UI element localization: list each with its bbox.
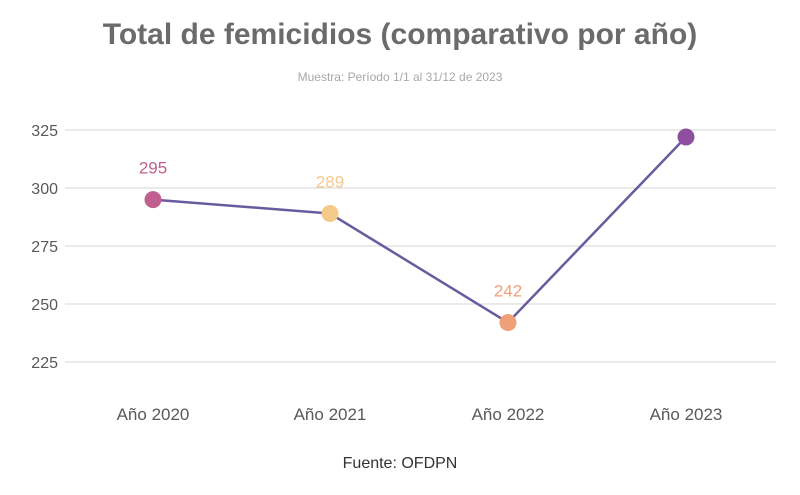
data-label: 242	[494, 282, 522, 301]
x-category-label: Año 2021	[294, 405, 367, 424]
data-label: 289	[316, 173, 344, 192]
data-point	[144, 191, 162, 209]
y-tick-label: 275	[31, 239, 58, 256]
x-axis-categories: Año 2020 Año 2021 Año 2022 Año 2023	[117, 405, 723, 424]
data-point	[499, 314, 517, 332]
grid-layer	[65, 129, 776, 363]
y-tick-label: 225	[31, 355, 58, 372]
y-tick-label: 300	[31, 181, 58, 198]
data-point	[321, 205, 339, 223]
chart-source: Fuente: OFDPN	[342, 455, 458, 472]
chart-title: Total de femicidios (comparativo por año…	[102, 18, 698, 51]
series-line	[152, 136, 687, 324]
y-tick-label: 250	[31, 297, 58, 314]
series-line-layer	[152, 136, 687, 324]
data-point	[677, 128, 695, 146]
x-category-label: Año 2022	[472, 405, 545, 424]
data-label: 295	[139, 159, 167, 178]
x-category-label: Año 2020	[117, 405, 190, 424]
chart-subtitle: Muestra: Período 1/1 al 31/12 de 2023	[297, 70, 503, 84]
y-axis-ticks: 225 250 275 300 325	[31, 123, 58, 372]
y-tick-label: 325	[31, 123, 58, 140]
data-labels-layer: 295 289 242	[139, 159, 522, 301]
data-points-layer	[144, 128, 695, 332]
x-category-label: Año 2023	[650, 405, 723, 424]
